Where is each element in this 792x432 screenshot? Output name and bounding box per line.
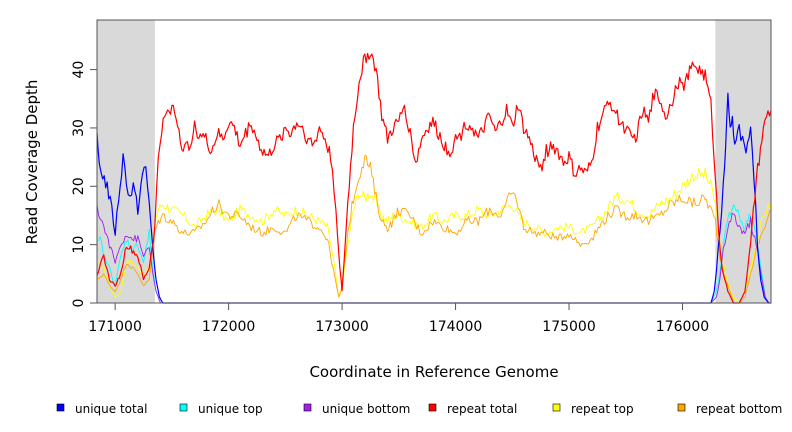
- legend-label: repeat top: [571, 402, 634, 416]
- legend-swatch: [56, 403, 65, 412]
- plot-frame: [96, 19, 772, 304]
- y-tick-label: 0: [71, 299, 87, 308]
- x-tick-label: 176000: [656, 319, 709, 335]
- x-tick-label: 175000: [542, 319, 595, 335]
- x-axis: 171000 172000 173000 174000 175000 176000: [88, 302, 709, 335]
- legend-swatch: [552, 403, 561, 412]
- y-axis: 0 10 20 30 40: [71, 61, 98, 308]
- legend-swatch: [303, 403, 312, 412]
- y-tick-label: 10: [71, 236, 87, 254]
- legend-item-repeat-total: repeat total: [428, 402, 517, 416]
- y-axis-label: Read Coverage Depth: [23, 80, 41, 245]
- legend: unique total unique top unique bottom repea…: [56, 402, 782, 416]
- x-axis-label: Coordinate in Reference Genome: [309, 363, 558, 381]
- x-tick-label: 171000: [88, 319, 141, 335]
- x-tick-label: 174000: [429, 319, 482, 335]
- x-tick-label: 173000: [315, 319, 368, 335]
- legend-swatch: [179, 403, 188, 412]
- y-tick-label: 40: [71, 61, 87, 79]
- legend-label: unique total: [75, 402, 147, 416]
- series-line-repeat-total: [96, 52, 772, 304]
- shaded-regions: [97, 20, 771, 303]
- legend-label: unique top: [198, 402, 263, 416]
- legend-label: repeat total: [447, 402, 517, 416]
- legend-item-repeat-bottom: repeat bottom: [677, 402, 782, 416]
- legend-item-unique-total: unique total: [56, 402, 147, 416]
- shaded-region-2: [715, 20, 771, 303]
- y-tick-label: 20: [71, 177, 87, 195]
- legend-label: repeat bottom: [696, 402, 782, 416]
- x-tick-label: 172000: [202, 319, 255, 335]
- legend-swatch: [428, 403, 437, 412]
- series-line-repeat-top: [96, 167, 772, 304]
- series-lines: [96, 52, 772, 304]
- legend-item-repeat-top: repeat top: [552, 402, 634, 416]
- legend-label: unique bottom: [322, 402, 410, 416]
- y-tick-label: 30: [71, 119, 87, 137]
- legend-swatch: [677, 403, 686, 412]
- series-line-repeat-bottom: [96, 155, 772, 304]
- legend-item-unique-bottom: unique bottom: [303, 402, 410, 416]
- legend-item-unique-top: unique top: [179, 402, 263, 416]
